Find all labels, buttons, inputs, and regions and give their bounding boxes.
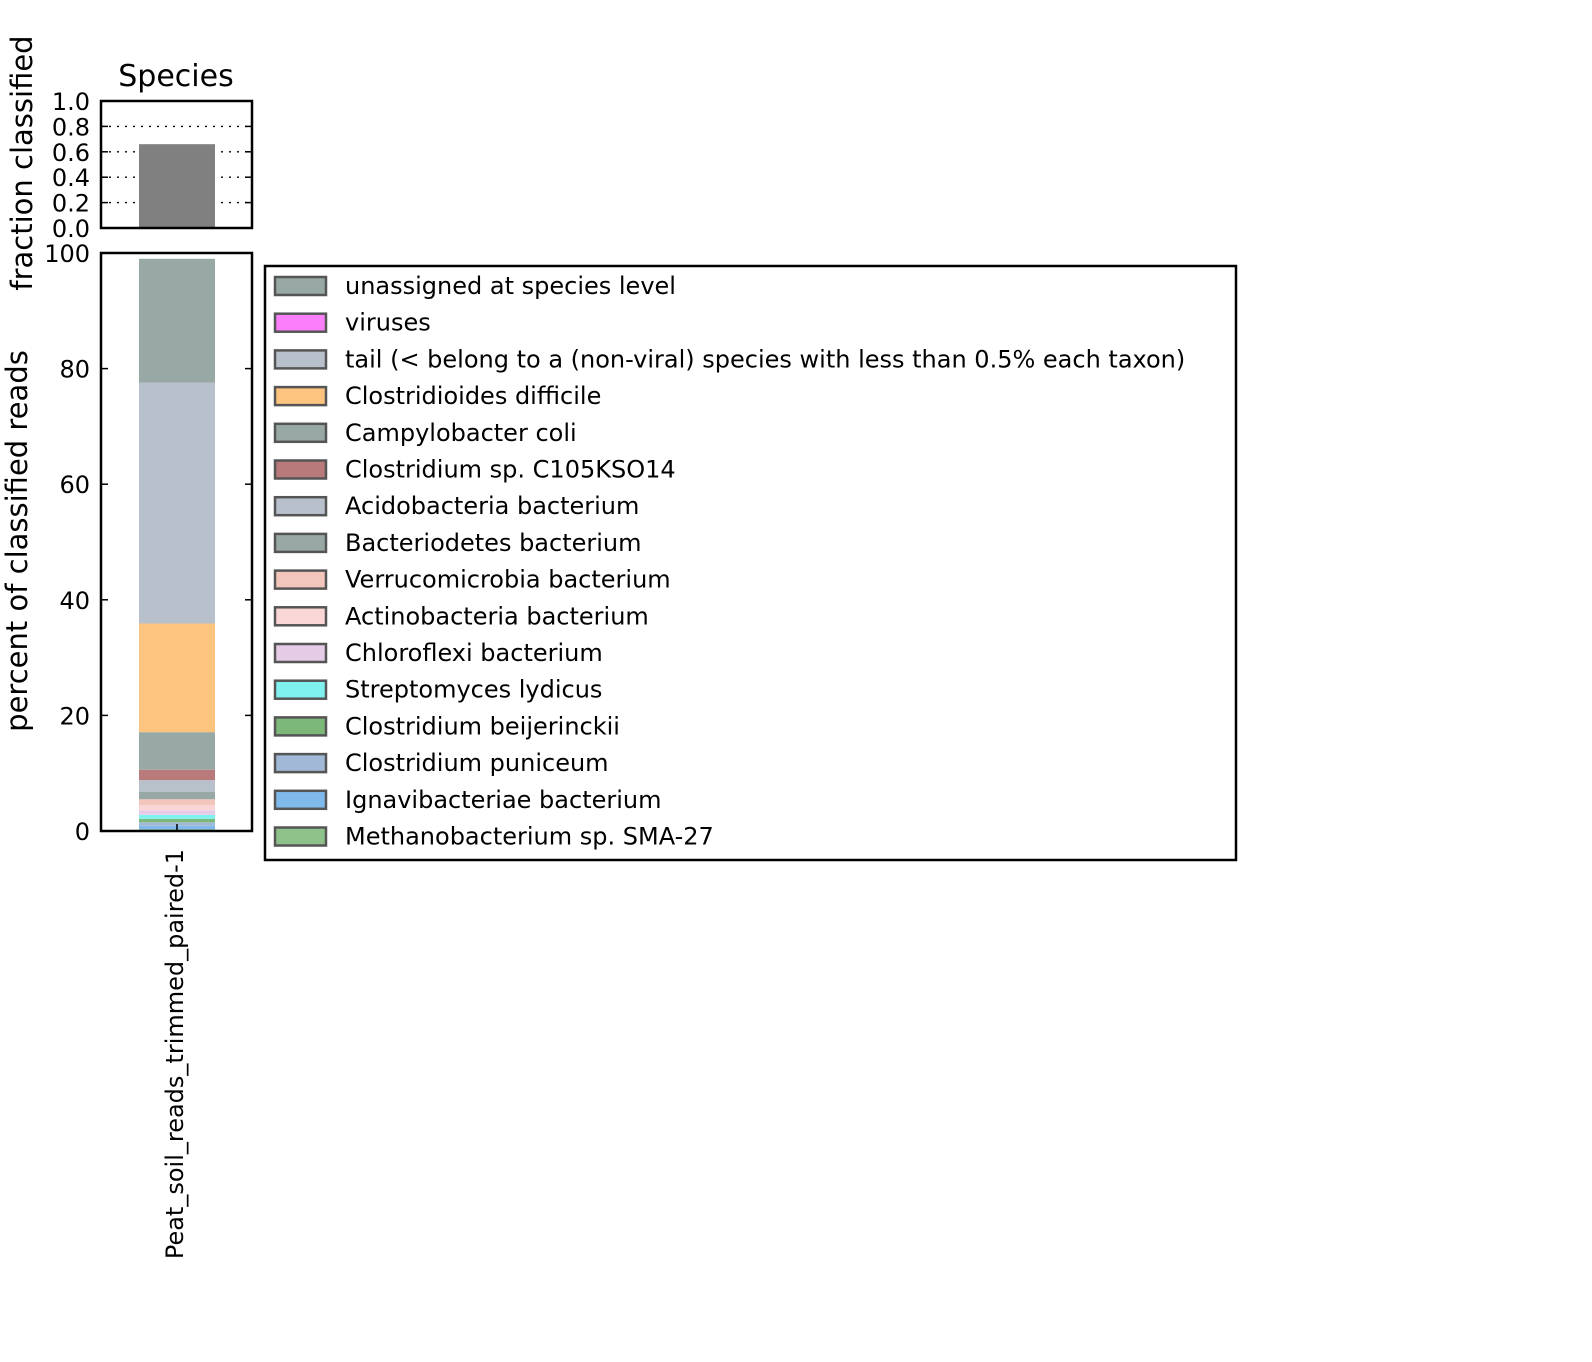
legend-swatch [273,385,328,407]
legend-item: Actinobacteria bacterium [273,602,649,630]
legend-item: Streptomyces lydicus [273,676,602,704]
legend-swatch [273,569,328,590]
legend-label: Clostridium puniceum [345,749,609,777]
legend-swatch [273,422,328,444]
legend-swatch [273,679,328,700]
legend-item: tail (< belong to a (non-viral) species … [273,345,1185,373]
legend-item: Ignavibacteriae bacterium [273,786,662,814]
chart-title: Species [118,59,233,94]
stack-segment-bacteriodetes-bacterium [139,791,215,800]
legend-label: Streptomyces lydicus [345,676,602,704]
legend-item: viruses [273,309,431,337]
legend-label: Methanobacterium sp. SMA-27 [345,823,714,851]
stack-segment-verrucomicrobia-bacterium [139,799,215,805]
legend-label: Verrucomicrobia bacterium [345,566,671,594]
legend-label: Actinobacteria bacterium [345,602,649,630]
legend-label: tail (< belong to a (non-viral) species … [345,345,1185,373]
legend-label: unassigned at species level [345,272,676,300]
stack-segment-streptomyces-lydicus [139,814,215,819]
legend-label: viruses [345,309,431,337]
legend-swatch [273,459,328,480]
stack-segment-clostridium-beijerinckii [139,818,215,823]
bottom-ytick-label: 20 [59,702,90,730]
legend-label: Bacteriodetes bacterium [345,529,642,557]
legend-label: Clostridium sp. C105KSO14 [345,456,676,484]
fraction-classified-bar [139,144,215,228]
legend-swatch [273,789,328,811]
legend-swatch [273,716,328,737]
top-ytick-label: 0.6 [52,139,90,167]
legend-label: Ignavibacteriae bacterium [345,786,662,814]
percent-classified-panel: percent of classified reads 0 20 40 60 80 100… [0,240,254,1259]
legend-item: Clostridium puniceum [273,749,609,777]
stack-segment-chloroflexi-bacterium [139,810,215,815]
stack-segment-clostridium-sp-c105kso14 [139,769,215,781]
legend-swatch [273,752,328,774]
legend-swatch [273,606,328,627]
top-ytick-label: 1.0 [52,88,90,116]
legend-swatch [273,532,328,554]
legend-label: Clostridioides difficile [345,382,601,410]
legend-label: Acidobacteria bacterium [345,492,639,520]
bottom-ytick-label: 60 [59,471,90,499]
legend-item: Bacteriodetes bacterium [273,529,642,557]
legend-swatch [273,349,328,370]
legend-item: Clostridioides difficile [273,382,601,410]
stack-segment-acidobacteria-bacterium [139,780,215,792]
legend-item: unassigned at species level [273,272,676,300]
bottom-plot-frame [99,251,254,833]
legend-item: Clostridium beijerinckii [273,712,620,740]
legend-label: Chloroflexi bacterium [345,639,603,667]
top-ytick-label: 0.8 [52,113,90,141]
sample-tick-label: Peat_soil_reads_trimmed_paired-1 [161,849,189,1259]
stack-segment-tail-belong-to-a-non-viral-species-with-less-than-0-5-each-taxon [139,382,215,624]
legend-swatch [273,312,328,333]
bottom-ytick-label: 0 [75,818,90,846]
fraction-classified-panel: Species fraction classified 0.00.20.40.6… [5,35,254,291]
legend-label: Clostridium beijerinckii [345,712,620,740]
bottom-ytick-label: 40 [59,587,90,615]
legend-frame [263,264,1238,862]
legend-swatch [273,275,328,297]
fraction-classified-axis-label: fraction classified [5,35,39,290]
legend: unassigned at species level viruses tail (… [263,264,1238,862]
bottom-ytick-label: 80 [59,356,90,384]
legend-item: Acidobacteria bacterium [273,492,639,520]
legend-item: Clostridium sp. C105KSO14 [273,456,676,484]
top-ytick-label: 0.0 [52,215,90,243]
legend-swatch [273,495,328,517]
stack-segment-clostridioides-difficile [139,623,215,733]
top-ytick-label: 0.2 [52,190,90,218]
legend-item: Verrucomicrobia bacterium [273,566,671,594]
top-ytick-label: 0.4 [52,164,90,192]
legend-item: Methanobacterium sp. SMA-27 [273,823,714,851]
legend-item: Campylobacter coli [273,419,577,447]
top-plot-frame [99,99,254,230]
bottom-ytick-label: 100 [44,240,90,268]
legend-label: Campylobacter coli [345,419,577,447]
stack-segment-unassigned-at-species-level [139,258,215,383]
legend-swatch [273,826,328,847]
legend-item: Chloroflexi bacterium [273,639,603,667]
percent-classified-axis-label: percent of classified reads [0,350,34,732]
stack-segment-actinobacteria-bacterium [139,804,215,811]
legend-swatch [273,642,328,664]
stack-segment-campylobacter-coli [139,732,215,770]
